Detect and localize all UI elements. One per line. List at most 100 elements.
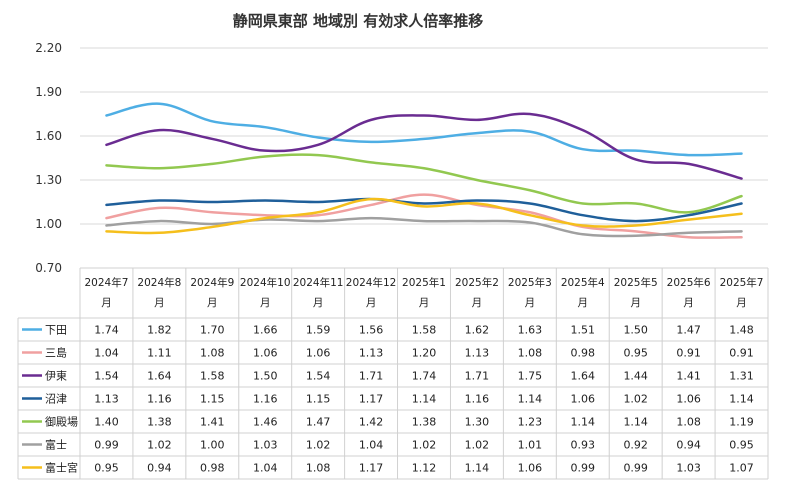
data-label: 1.04	[94, 347, 119, 360]
data-label: 1.38	[147, 416, 172, 429]
data-label: 1.56	[359, 324, 384, 337]
data-label: 1.00	[200, 439, 225, 452]
series-line-1	[105, 102, 743, 157]
data-label: 1.14	[518, 393, 543, 406]
x-tick-label: 2024年11 月	[293, 276, 344, 309]
data-label: 1.12	[412, 462, 437, 475]
data-label: 1.19	[729, 416, 754, 429]
data-label: 1.75	[518, 370, 543, 383]
x-tick-label: 2024年10 月	[240, 276, 291, 309]
data-label: 1.14	[623, 416, 648, 429]
data-label: 1.63	[518, 324, 543, 337]
x-tick-label: 2024年9 月	[190, 276, 234, 309]
data-label: 1.14	[412, 393, 437, 406]
data-label: 1.82	[147, 324, 172, 337]
y-tick-label: 1.60	[35, 129, 62, 143]
data-label: 1.16	[465, 393, 490, 406]
legend-label: 伊東	[45, 370, 67, 383]
data-label: 1.02	[465, 439, 490, 452]
data-label: 1.02	[306, 439, 331, 452]
y-tick-label: 2.20	[35, 41, 62, 55]
data-label: 1.15	[306, 393, 331, 406]
x-tick-label: 2025年1 月	[402, 276, 446, 309]
data-label: 1.14	[729, 393, 754, 406]
data-label: 1.01	[518, 439, 543, 452]
x-tick-label: 2025年7 月	[720, 276, 764, 309]
data-label: 1.58	[412, 324, 437, 337]
data-label: 1.03	[253, 439, 278, 452]
data-label: 0.94	[676, 439, 701, 452]
legend-label: 三島	[45, 346, 67, 360]
data-label: 1.71	[465, 370, 490, 383]
series-line-3	[105, 112, 743, 180]
data-label: 0.91	[676, 347, 701, 360]
data-label: 1.70	[200, 324, 225, 337]
x-tick-label: 2024年7 月	[85, 276, 129, 309]
data-label: 0.91	[729, 347, 754, 360]
data-label: 1.51	[571, 324, 596, 337]
data-label: 0.98	[200, 462, 225, 475]
data-label: 0.95	[729, 439, 754, 452]
data-label: 1.62	[465, 324, 490, 337]
data-label: 1.06	[518, 462, 543, 475]
series-line-6	[105, 216, 743, 238]
data-label: 0.95	[94, 462, 119, 475]
data-label: 1.17	[359, 393, 384, 406]
data-label: 0.94	[147, 462, 172, 475]
data-label: 1.54	[306, 370, 331, 383]
x-tick-label: 2025年3 月	[508, 276, 552, 309]
data-label: 1.66	[253, 324, 278, 337]
data-label: 1.07	[729, 462, 754, 475]
data-label: 1.58	[200, 370, 225, 383]
data-label: 1.04	[253, 462, 278, 475]
data-label: 1.42	[359, 416, 384, 429]
data-label: 1.06	[676, 393, 701, 406]
data-label: 1.44	[623, 370, 648, 383]
y-tick-label: 1.90	[35, 85, 62, 99]
data-label: 1.02	[412, 439, 437, 452]
data-label: 1.47	[306, 416, 331, 429]
series-line-5	[105, 153, 743, 214]
data-label: 0.99	[623, 462, 648, 475]
data-label: 1.16	[147, 393, 172, 406]
series-line-2	[105, 193, 743, 239]
data-label: 1.08	[518, 347, 543, 360]
data-label: 1.02	[147, 439, 172, 452]
data-label: 1.59	[306, 324, 331, 337]
data-label: 1.06	[306, 347, 331, 360]
data-label: 1.74	[412, 370, 437, 383]
data-label: 1.74	[94, 324, 119, 337]
data-label: 1.03	[676, 462, 701, 475]
data-label: 1.71	[359, 370, 384, 383]
data-label: 1.30	[465, 416, 490, 429]
data-label: 1.47	[676, 324, 701, 337]
x-tick-label: 2024年12 月	[346, 276, 397, 309]
chart-title: 静岡県東部 地域別 有効求人倍率推移	[233, 12, 483, 30]
data-label: 1.41	[676, 370, 701, 383]
data-label: 0.98	[571, 347, 596, 360]
data-label: 1.48	[729, 324, 754, 337]
data-label: 1.13	[359, 347, 384, 360]
data-label: 1.64	[571, 370, 596, 383]
y-tick-label: 1.30	[35, 173, 62, 187]
data-label: 1.50	[623, 324, 648, 337]
x-tick-label: 2025年4 月	[561, 276, 605, 309]
data-label: 1.54	[94, 370, 119, 383]
x-tick-label: 2024年8 月	[137, 276, 181, 309]
data-label: 1.41	[200, 416, 225, 429]
data-label: 1.08	[306, 462, 331, 475]
y-tick-label: 1.00	[35, 217, 62, 231]
x-tick-label: 2025年2 月	[455, 276, 499, 309]
data-label: 0.99	[571, 462, 596, 475]
legend-label: 下田	[45, 324, 67, 337]
x-tick-label: 2025年5 月	[614, 276, 658, 309]
data-label: 1.16	[253, 393, 278, 406]
data-label: 1.02	[623, 393, 648, 406]
legend-label: 沼津	[45, 392, 67, 406]
data-label: 0.95	[623, 347, 648, 360]
legend-label: 御殿場	[45, 415, 78, 429]
data-label: 1.11	[147, 347, 172, 360]
data-label: 1.06	[253, 347, 278, 360]
data-label: 1.08	[676, 416, 701, 429]
data-label: 1.40	[94, 416, 119, 429]
